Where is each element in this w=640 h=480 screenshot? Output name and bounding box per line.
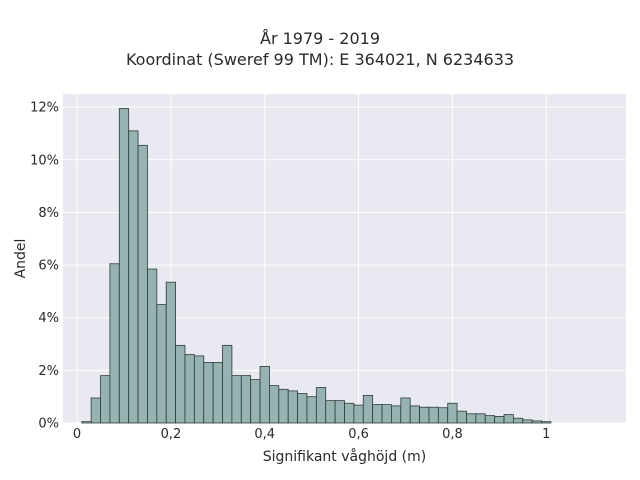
histogram-bar [203, 362, 214, 424]
histogram-bar [231, 375, 242, 424]
histogram-bar [513, 417, 524, 424]
histogram-bar [466, 413, 477, 424]
histogram-bar [334, 400, 345, 424]
y-tick-label: 8% [38, 206, 59, 221]
histogram-bar [222, 344, 233, 424]
histogram-bar [494, 416, 505, 424]
x-tick-labels: 0 0,2 0,4 0,6 0,8 1 [73, 427, 550, 442]
histogram-bar [109, 263, 120, 424]
y-tick-label: 4% [38, 311, 59, 326]
histogram-bar [419, 406, 430, 424]
histogram-bar [409, 405, 420, 424]
chart-subtitle: Koordinat (Sweref 99 TM): E 364021, N 62… [125, 50, 515, 69]
histogram-bar [137, 144, 148, 424]
histogram-bar [175, 344, 186, 424]
histogram-bar [362, 394, 374, 424]
histogram-bar [428, 406, 439, 424]
histogram-bar [278, 388, 289, 424]
x-tick-label: 0,2 [161, 427, 182, 442]
y-tick-labels: 0% 2% 4% 6% 8% 10% 12% [30, 101, 59, 432]
histogram-bar [503, 414, 514, 424]
x-tick-label: 1 [542, 427, 550, 442]
histogram-bar [484, 415, 496, 424]
histogram-bar [400, 397, 411, 424]
histogram-bar [344, 402, 355, 424]
histogram-bar [147, 268, 158, 424]
histogram-bar [128, 130, 139, 424]
histogram-bar [475, 413, 486, 424]
histogram-bar [522, 419, 533, 424]
histogram-bar [456, 410, 467, 424]
bars [81, 108, 552, 424]
histogram-bar [269, 385, 280, 424]
y-tick-label: 2% [38, 364, 59, 379]
x-tick-label: 0,4 [254, 427, 275, 442]
y-tick-label: 6% [38, 259, 59, 274]
histogram-bar [240, 375, 252, 424]
histogram-bar [297, 393, 308, 424]
histogram-bar [250, 379, 261, 424]
histogram-bar [315, 387, 327, 424]
histogram-bar [100, 375, 111, 424]
x-axis-label: Signifikant våghöjd (m) [263, 448, 426, 465]
histogram-bar [165, 281, 176, 424]
histogram-bar [90, 397, 101, 424]
histogram-bar [81, 421, 92, 424]
histogram-bar [541, 421, 552, 424]
histogram-bar [381, 404, 392, 424]
histogram-bar [156, 304, 167, 424]
histogram-bar [531, 420, 542, 424]
histogram-bar [306, 396, 317, 424]
histogram-bar [287, 390, 298, 424]
histogram-bar [118, 108, 130, 424]
x-tick-label: 0 [73, 427, 81, 442]
histogram-bar [391, 405, 402, 424]
histogram-bar [212, 362, 223, 424]
y-tick-label: 0% [38, 417, 59, 432]
chart-title: År 1979 - 2019 [260, 29, 380, 48]
histogram-bar [259, 366, 270, 424]
x-tick-label: 0,6 [348, 427, 369, 442]
histogram-bar [193, 355, 205, 424]
histogram-bar [437, 407, 449, 424]
histogram-bar [447, 402, 458, 424]
histogram-bar [372, 404, 383, 424]
x-tick-label: 0,8 [442, 427, 463, 442]
y-tick-label: 10% [30, 153, 59, 168]
histogram-bar [184, 354, 195, 424]
histogram-bar [353, 404, 364, 424]
y-tick-label: 12% [30, 101, 59, 116]
y-axis-label: Andel [13, 239, 29, 279]
histogram-bar [325, 400, 336, 424]
